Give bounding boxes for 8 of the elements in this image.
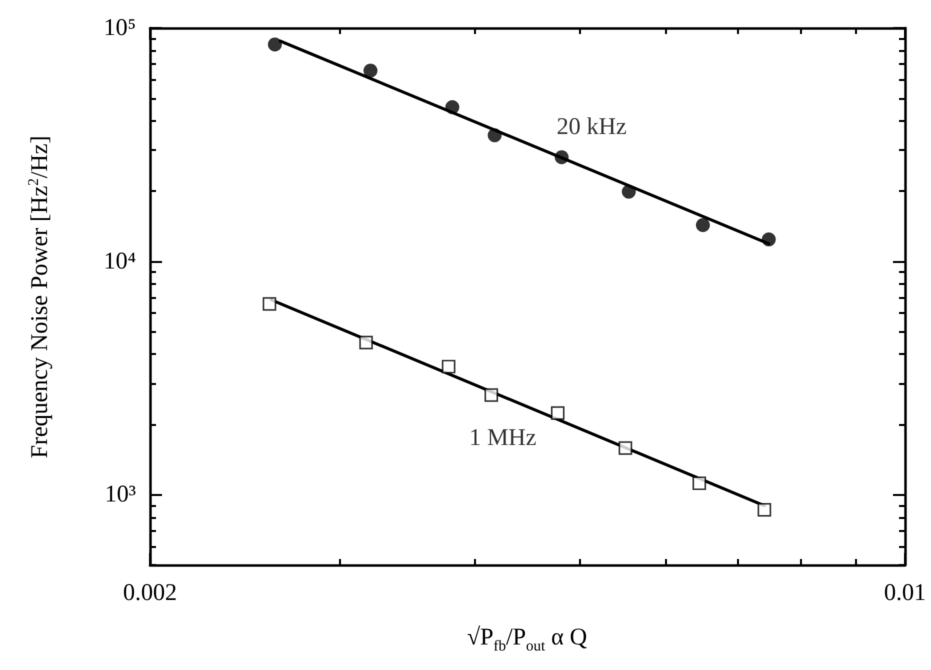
series-label: 20 kHz	[556, 114, 627, 140]
x-tick-label: 0.01	[884, 580, 926, 606]
y-tick-label: 10³	[104, 482, 136, 508]
series-label: 1 MHz	[469, 425, 536, 452]
x-tick-label: 0.002	[123, 580, 177, 606]
y-tick-label: 10⁴	[104, 248, 136, 274]
y-tick-label: 10⁵	[104, 15, 136, 41]
x-axis-title: √P$_{fb}$/P$_{out}$ α Q	[466, 624, 588, 656]
